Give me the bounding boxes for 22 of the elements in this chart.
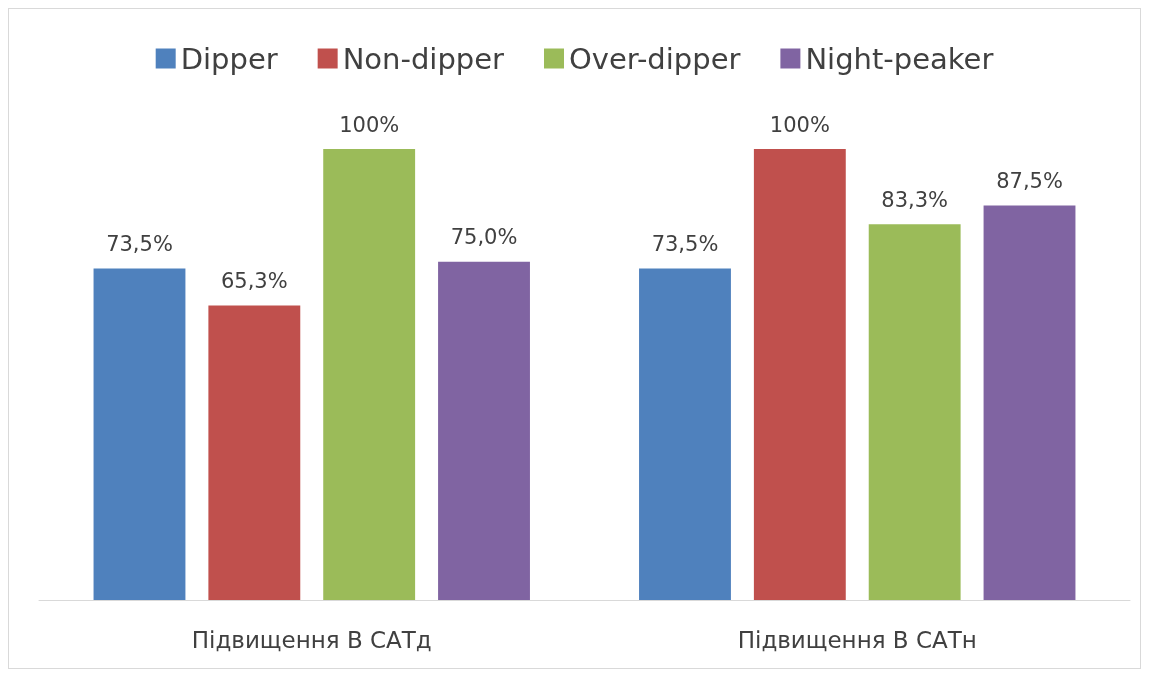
- bar: [639, 268, 731, 600]
- x-tick-label: Підвищення В САТд: [191, 626, 432, 653]
- data-label: 83,3%: [881, 187, 949, 212]
- data-label: 65,3%: [220, 269, 288, 293]
- bar: [868, 224, 961, 600]
- data-label: 87,5%: [996, 168, 1063, 193]
- legend-label: Over-dipper: [568, 41, 741, 76]
- bar: [983, 205, 1076, 600]
- bar: [323, 149, 416, 600]
- x-tick-label: Підвищення В САТн: [737, 626, 977, 653]
- data-label: 100%: [769, 112, 830, 137]
- data-label: 75,0%: [450, 225, 518, 250]
- legend-label: Dipper: [180, 41, 278, 76]
- bar: [438, 261, 530, 600]
- data-label: 73,5%: [651, 232, 719, 257]
- bar: [93, 268, 186, 600]
- bar: [208, 305, 301, 600]
- data-label: 100%: [339, 112, 400, 137]
- bar: [753, 149, 846, 600]
- legend-label: Non-dipper: [342, 41, 505, 76]
- data-label: 73,5%: [106, 232, 173, 257]
- legend-label: Night-peaker: [805, 41, 994, 76]
